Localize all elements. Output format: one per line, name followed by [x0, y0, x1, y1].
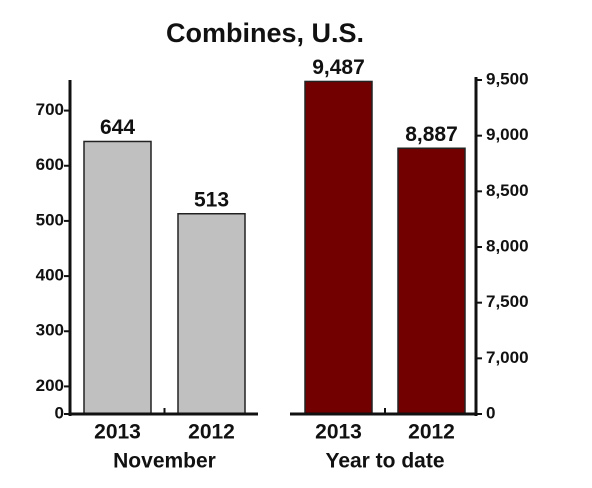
- value-label: 644: [100, 116, 135, 139]
- y-tick-label: 500: [36, 210, 64, 229]
- y-tick-label: 700: [36, 100, 64, 119]
- x-tick-label: 2013: [315, 421, 362, 444]
- bar: [397, 147, 466, 415]
- y-tick-label: 0: [55, 403, 64, 422]
- y-tick-label: 400: [36, 266, 64, 285]
- bar: [177, 212, 246, 415]
- x-axis-label: November: [113, 450, 216, 473]
- y-tick-label: 300: [36, 321, 64, 340]
- y-tick-label: 200: [36, 376, 64, 395]
- bar: [304, 80, 373, 415]
- y-tick-label: 600: [36, 155, 64, 174]
- value-label: 8,887: [405, 123, 458, 146]
- y-tick-label: 7,000: [486, 348, 529, 367]
- x-tick-label: 2012: [408, 421, 455, 444]
- value-label: 9,487: [312, 56, 365, 79]
- y-tick-label: 8,000: [486, 236, 529, 255]
- x-tick-label: 2012: [188, 421, 235, 444]
- y-tick-label: 8,500: [486, 181, 529, 200]
- y-tick-label: 9,000: [486, 125, 529, 144]
- y-tick-label: 9,500: [486, 69, 529, 88]
- y-tick-label: 0: [486, 403, 495, 422]
- y-tick-label: 7,500: [486, 292, 529, 311]
- value-label: 513: [194, 188, 229, 211]
- x-axis-label: Year to date: [325, 450, 444, 473]
- x-tick-label: 2013: [94, 421, 141, 444]
- chart-title: Combines, U.S.: [166, 18, 364, 48]
- bar: [83, 140, 152, 415]
